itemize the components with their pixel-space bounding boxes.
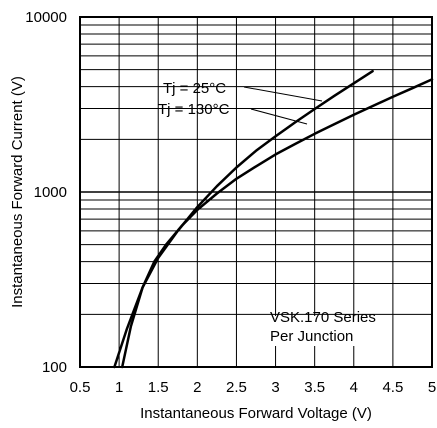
note-line-2: Per Junction — [270, 328, 353, 345]
note-line-1: VSK.170 Series — [270, 309, 376, 326]
x-axis-label: Instantaneous Forward Voltage (V) — [140, 405, 372, 422]
x-tick-label: 3 — [271, 379, 279, 396]
leader-line-25c — [243, 86, 323, 102]
x-tick-label: 5 — [428, 379, 436, 396]
tick-labels: 0.5 1 1.5 2 2.5 3 3.5 4 4.5 5 100 1000 10000 — [25, 9, 436, 396]
x-tick-label: 3.5 — [304, 379, 325, 396]
x-tick-label: 2.5 — [226, 379, 247, 396]
y-tick-label: 1000 — [34, 184, 67, 201]
series-line-1 — [120, 78, 434, 369]
x-tick-label: 1 — [115, 379, 123, 396]
y-tick-label: 100 — [42, 359, 67, 376]
y-axis-label: Instantaneous Forward Current (V) — [9, 76, 26, 308]
series-label-25c: Tj = 25°C — [163, 80, 226, 97]
curves — [113, 69, 434, 369]
x-tick-label: 2 — [193, 379, 201, 396]
x-tick-label: 4.5 — [382, 379, 403, 396]
series-label-130c: Tj = 130°C — [158, 101, 230, 118]
y-tick-label: 10000 — [25, 9, 67, 26]
x-tick-label: 1.5 — [148, 379, 169, 396]
x-tick-label: 4 — [350, 379, 358, 396]
leader-line-130c — [250, 108, 308, 125]
plot-frame — [79, 16, 433, 368]
x-tick-label: 0.5 — [70, 379, 91, 396]
note-box — [264, 316, 380, 346]
